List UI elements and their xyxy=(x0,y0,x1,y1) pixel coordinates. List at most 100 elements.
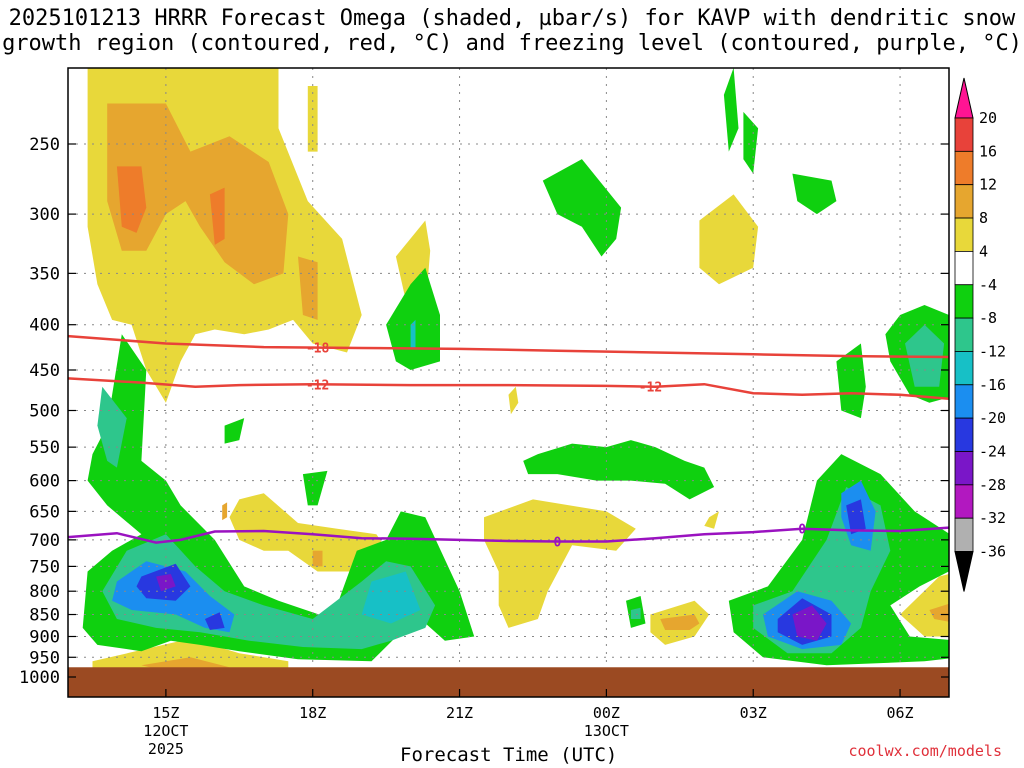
y-axis: 2503003504004505005506006507007508008509… xyxy=(19,135,949,688)
omega-region-16 xyxy=(900,574,949,637)
x-tick-label: 15Z xyxy=(152,704,179,722)
contour-0 xyxy=(68,526,949,544)
y-tick-label: 600 xyxy=(29,472,60,492)
colorbar-swatch-6 xyxy=(954,284,974,319)
title-line-2: growth region (contoured, red, °C) and f… xyxy=(2,31,1022,56)
ground xyxy=(68,667,949,697)
x-tick-label: 06Z xyxy=(887,704,914,722)
y-tick-label: 300 xyxy=(29,205,60,225)
y-tick-label: 650 xyxy=(29,502,60,522)
y-tick-label: 950 xyxy=(29,648,60,668)
omega-region-23 xyxy=(361,571,421,624)
omega-region-21 xyxy=(97,386,127,468)
colorbar-label: -32 xyxy=(979,509,1006,527)
omega-region-22 xyxy=(102,534,436,650)
colorbar-swatch-7 xyxy=(954,317,974,352)
y-tick-label: 400 xyxy=(29,316,60,336)
omega-region-27 xyxy=(205,612,225,630)
contour-label: 0 xyxy=(554,536,562,551)
colorbar-swatch-1 xyxy=(954,117,974,152)
colorbar-label: -12 xyxy=(979,342,1006,360)
colorbar-swatch-5 xyxy=(954,250,974,286)
omega-region-2 xyxy=(116,166,147,233)
colorbar-swatch-13 xyxy=(954,517,974,552)
omega-region-10 xyxy=(222,502,228,521)
colorbar-label: -24 xyxy=(979,443,1006,461)
y-tick-label: 250 xyxy=(29,135,60,155)
x-tick-label: 00Z xyxy=(593,704,620,722)
y-tick-label: 800 xyxy=(29,582,60,602)
omega-region-14 xyxy=(660,614,700,630)
y-tick-label: 450 xyxy=(29,361,60,381)
colorbar-bottom-arrow xyxy=(954,551,974,592)
y-tick-label: 1000 xyxy=(19,668,60,688)
omega-region-12 xyxy=(484,499,636,628)
omega-region-26 xyxy=(156,574,176,592)
y-tick-label: 350 xyxy=(29,264,60,284)
omega-region-7 xyxy=(699,194,759,285)
omega-region-17 xyxy=(929,603,949,622)
contour-label: -12 xyxy=(639,381,662,396)
colorbar-label: 16 xyxy=(979,142,997,160)
credit-link[interactable]: coolwx.com/models xyxy=(848,742,1002,760)
colorbar-swatch-12 xyxy=(954,484,974,519)
contour-label: 0 xyxy=(798,523,806,538)
colorbar-top-arrow xyxy=(954,77,974,119)
colorbar-swatch-4 xyxy=(954,217,974,252)
colorbar-swatch-11 xyxy=(954,451,974,486)
colorbar-label: -8 xyxy=(979,309,997,327)
y-tick-label: 550 xyxy=(29,438,60,458)
colorbar-label: 8 xyxy=(979,209,988,227)
colorbar-label: -20 xyxy=(979,409,1006,427)
contour--18 xyxy=(68,334,949,359)
omega-region-31 xyxy=(410,319,416,348)
omega-region-29 xyxy=(302,470,328,506)
y-tick-label: 700 xyxy=(29,531,60,551)
colorbar-label: 4 xyxy=(979,242,988,260)
colorbar-swatch-2 xyxy=(954,150,974,186)
colorbar-swatch-8 xyxy=(954,351,974,386)
temperature-contours: -18 -12 -12 0 0 xyxy=(68,334,949,551)
omega-region-9 xyxy=(229,493,391,572)
x-tick-date: 12OCT xyxy=(143,722,188,740)
contour--12 xyxy=(68,377,949,401)
omega-region-4 xyxy=(307,86,318,152)
x-axis-label: Forecast Time (UTC) xyxy=(400,744,618,766)
y-tick-label: 500 xyxy=(29,402,60,422)
omega-region-42 xyxy=(846,499,866,535)
colorbar: 20 16 12 8 4 -4 -8 -12 -16 -20 -24 -28 -32 -36 xyxy=(954,77,1006,592)
y-tick-label: 900 xyxy=(29,627,60,647)
x-tick-label: 03Z xyxy=(740,704,767,722)
colorbar-label: -36 xyxy=(979,543,1006,561)
omega-region-35 xyxy=(792,173,837,215)
omega-region-11 xyxy=(312,550,323,567)
chart-title: 2025101213 HRRR Forecast Omega (shaded, … xyxy=(0,6,1024,56)
omega-region-33 xyxy=(542,159,622,257)
y-tick-label: 850 xyxy=(29,606,60,626)
colorbar-label: -16 xyxy=(979,376,1006,394)
omega-region-48 xyxy=(743,111,759,174)
ground-fill xyxy=(68,667,949,697)
colorbar-label: -28 xyxy=(979,476,1006,494)
omega-region-28 xyxy=(224,418,245,444)
x-tick-label: 18Z xyxy=(299,704,326,722)
colorbar-swatch-9 xyxy=(954,384,974,419)
plot-frame xyxy=(67,67,950,698)
colorbar-swatch-3 xyxy=(954,184,974,219)
omega-region-34 xyxy=(723,68,739,152)
omega-region-40 xyxy=(792,605,827,641)
omega-shading xyxy=(82,68,949,677)
colorbar-label: 20 xyxy=(979,109,997,127)
omega-region-15 xyxy=(704,511,719,529)
omega-region-44 xyxy=(630,607,641,619)
omega-region-32 xyxy=(523,440,715,500)
y-tick-label: 750 xyxy=(29,557,60,577)
colorbar-label: -4 xyxy=(979,276,997,294)
x-tick-date: 13OCT xyxy=(584,722,629,740)
x-tick-year: 2025 xyxy=(148,740,184,758)
contour-label: -12 xyxy=(306,378,329,393)
omega-region-1 xyxy=(107,103,289,285)
contour-label: -18 xyxy=(306,342,330,357)
